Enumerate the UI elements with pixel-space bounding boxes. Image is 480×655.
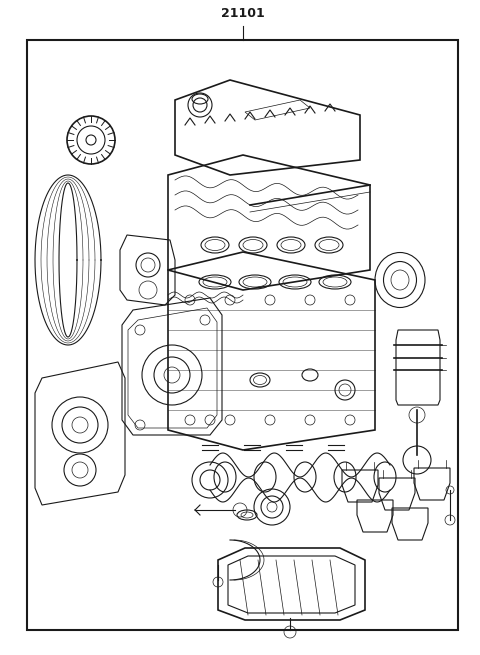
Text: 21101: 21101 [221, 7, 265, 20]
Bar [27, 40, 458, 630]
